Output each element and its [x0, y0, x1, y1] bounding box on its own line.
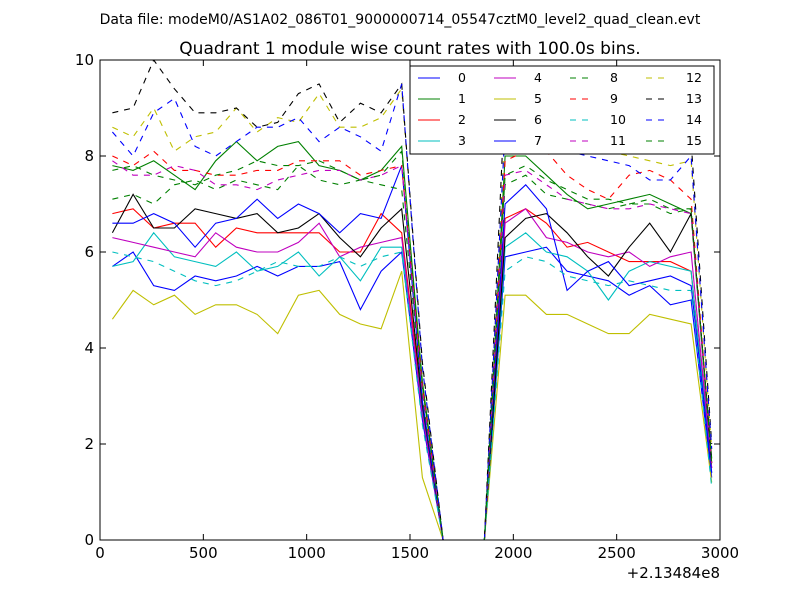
y-tick-label: 4: [84, 339, 94, 357]
series-line-9: [112, 150, 713, 540]
series-line-14: [111, 83, 713, 540]
y-tick-label: 0: [84, 531, 94, 549]
legend-box: [409, 65, 715, 155]
legend-label-15: 15: [686, 133, 702, 148]
legend-label-8: 8: [610, 70, 618, 85]
series-line-4: [112, 208, 713, 540]
series-line-11: [112, 160, 713, 540]
series-line-10: [112, 251, 713, 540]
y-tick-label: 6: [84, 243, 94, 261]
x-tick-label: 500: [189, 544, 218, 562]
x-tick-label: 2500: [598, 544, 636, 562]
x-tick-label: 1500: [391, 544, 429, 562]
legend-label-6: 6: [534, 112, 542, 127]
y-tick-label: 2: [84, 435, 94, 453]
x-tick-label: 2000: [494, 544, 532, 562]
x-tick-label: 0: [95, 544, 105, 562]
legend-label-0: 0: [458, 70, 466, 85]
plot-lines: [111, 60, 713, 540]
legend-label-1: 1: [458, 91, 466, 106]
series-line-8: [112, 164, 713, 540]
legend-label-7: 7: [534, 133, 542, 148]
legend-label-3: 3: [458, 133, 466, 148]
legend-label-11: 11: [610, 133, 626, 148]
series-line-13: [112, 60, 713, 540]
x-tick-label: 3000: [701, 544, 739, 562]
legend-label-9: 9: [610, 91, 618, 106]
series-line-1: [112, 140, 713, 540]
legend-label-5: 5: [534, 91, 542, 106]
x-axis-offset-label: +2.13484e8: [627, 564, 720, 582]
y-tick-label: 10: [75, 51, 94, 69]
legend-label-12: 12: [686, 70, 702, 85]
legend-label-2: 2: [458, 112, 466, 127]
series-line-0: [112, 246, 713, 540]
series-line-15: [112, 149, 713, 540]
y-tick-label: 8: [84, 147, 94, 165]
data-file-title: Data file: modeM0/AS1A02_086T01_90000007…: [100, 12, 701, 28]
chart-title: Quadrant 1 module wise count rates with …: [179, 39, 640, 59]
legend-label-4: 4: [534, 70, 542, 85]
x-tick-label: 1000: [288, 544, 326, 562]
series-line-6: [111, 193, 713, 540]
series-line-5: [111, 271, 713, 540]
series-line-7: [112, 165, 713, 540]
legend-label-14: 14: [686, 112, 702, 127]
series-line-2: [112, 208, 713, 540]
legend-label-13: 13: [686, 91, 702, 106]
series-line-12: [112, 87, 713, 540]
legend-label-10: 10: [610, 112, 626, 127]
